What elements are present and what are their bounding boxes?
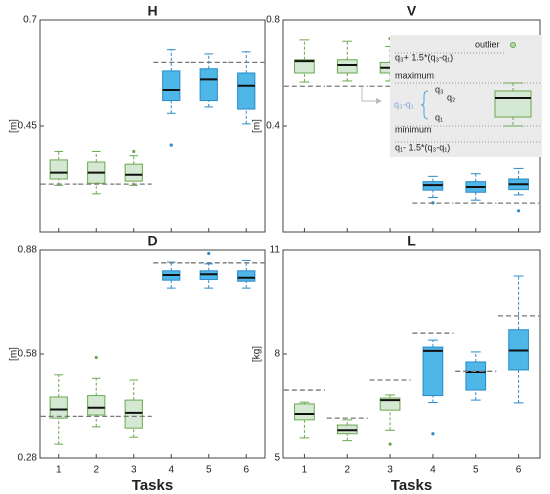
- y-tick-label: 0.4: [266, 121, 280, 132]
- panel-title: L: [407, 233, 416, 249]
- panel-title: D: [147, 233, 157, 249]
- key-label: q₁- 1.5*(q₃-q₁): [395, 142, 450, 152]
- key-label: minimum: [395, 124, 432, 134]
- axes-frame: [282, 249, 541, 459]
- box: [124, 399, 143, 429]
- y-tick-label: 0.7: [23, 15, 37, 26]
- x-tick-label: 4: [168, 465, 174, 476]
- box: [199, 68, 218, 102]
- box: [237, 72, 256, 110]
- box: [237, 270, 256, 282]
- box: [87, 395, 106, 416]
- outlier: [388, 442, 392, 446]
- key-label: q₃-q₁: [394, 99, 414, 109]
- box-key: outlier q₃+ 1.5*(q₃-q₁) maximum q₃ q₂ q₃…: [390, 35, 542, 157]
- outlier: [516, 209, 521, 213]
- x-tick-label: 3: [387, 465, 393, 476]
- y-axis-label: [m]: [252, 119, 263, 133]
- x-axis-label: Tasks: [391, 477, 432, 494]
- x-tick-label: 1: [56, 465, 62, 476]
- y-tick-label: 0.58: [18, 349, 38, 360]
- outlier: [132, 149, 136, 154]
- y-tick-label: 5: [274, 453, 280, 464]
- y-tick-label: 8: [274, 349, 280, 360]
- x-axis-label: Tasks: [132, 477, 173, 494]
- box: [294, 59, 315, 74]
- key-label: q₂: [447, 92, 456, 102]
- key-label: q₃+ 1.5*(q₃-q₁): [395, 52, 453, 62]
- key-label: maximum: [395, 70, 434, 80]
- panel-title: H: [147, 3, 157, 19]
- y-axis-label: [kg]: [252, 346, 263, 362]
- box: [49, 396, 68, 419]
- box: [336, 59, 358, 74]
- box: [124, 163, 143, 182]
- y-axis-label: [m]: [9, 119, 20, 133]
- key-label: q₁: [435, 112, 443, 122]
- outlier: [207, 251, 211, 256]
- key-pointer: [361, 86, 376, 102]
- y-tick-label: 11: [270, 245, 281, 256]
- x-tick-label: 2: [344, 465, 350, 476]
- key-box: [494, 90, 532, 118]
- y-tick-label: 0.8: [266, 15, 280, 26]
- box: [465, 361, 487, 391]
- outlier: [431, 432, 435, 436]
- x-tick-label: 6: [516, 465, 522, 476]
- y-tick-label: 0.88: [18, 245, 38, 256]
- x-tick-label: 4: [430, 465, 436, 476]
- box: [422, 346, 444, 397]
- x-tick-label: 6: [243, 465, 249, 476]
- key-brace: [420, 90, 429, 120]
- x-tick-label: 5: [206, 465, 212, 476]
- panel-title: V: [407, 3, 417, 19]
- x-tick-label: 1: [302, 465, 308, 476]
- x-tick-label: 5: [473, 465, 479, 476]
- y-tick-label: 0.45: [18, 121, 38, 132]
- outlier: [169, 143, 173, 147]
- key-outlier: [510, 42, 516, 48]
- outlier: [94, 355, 98, 360]
- box: [162, 70, 181, 102]
- key-label: outlier: [475, 39, 500, 49]
- x-tick-label: 3: [131, 465, 137, 476]
- key-pointer-head: [376, 98, 382, 104]
- y-axis-label: [m]: [9, 347, 20, 361]
- axes-frame: [39, 19, 266, 233]
- box: [49, 159, 68, 180]
- axes-frame: [39, 249, 266, 459]
- y-tick-label: 0.28: [18, 453, 38, 464]
- key-label: q₃: [435, 84, 444, 94]
- box: [294, 403, 315, 421]
- x-tick-label: 2: [93, 465, 99, 476]
